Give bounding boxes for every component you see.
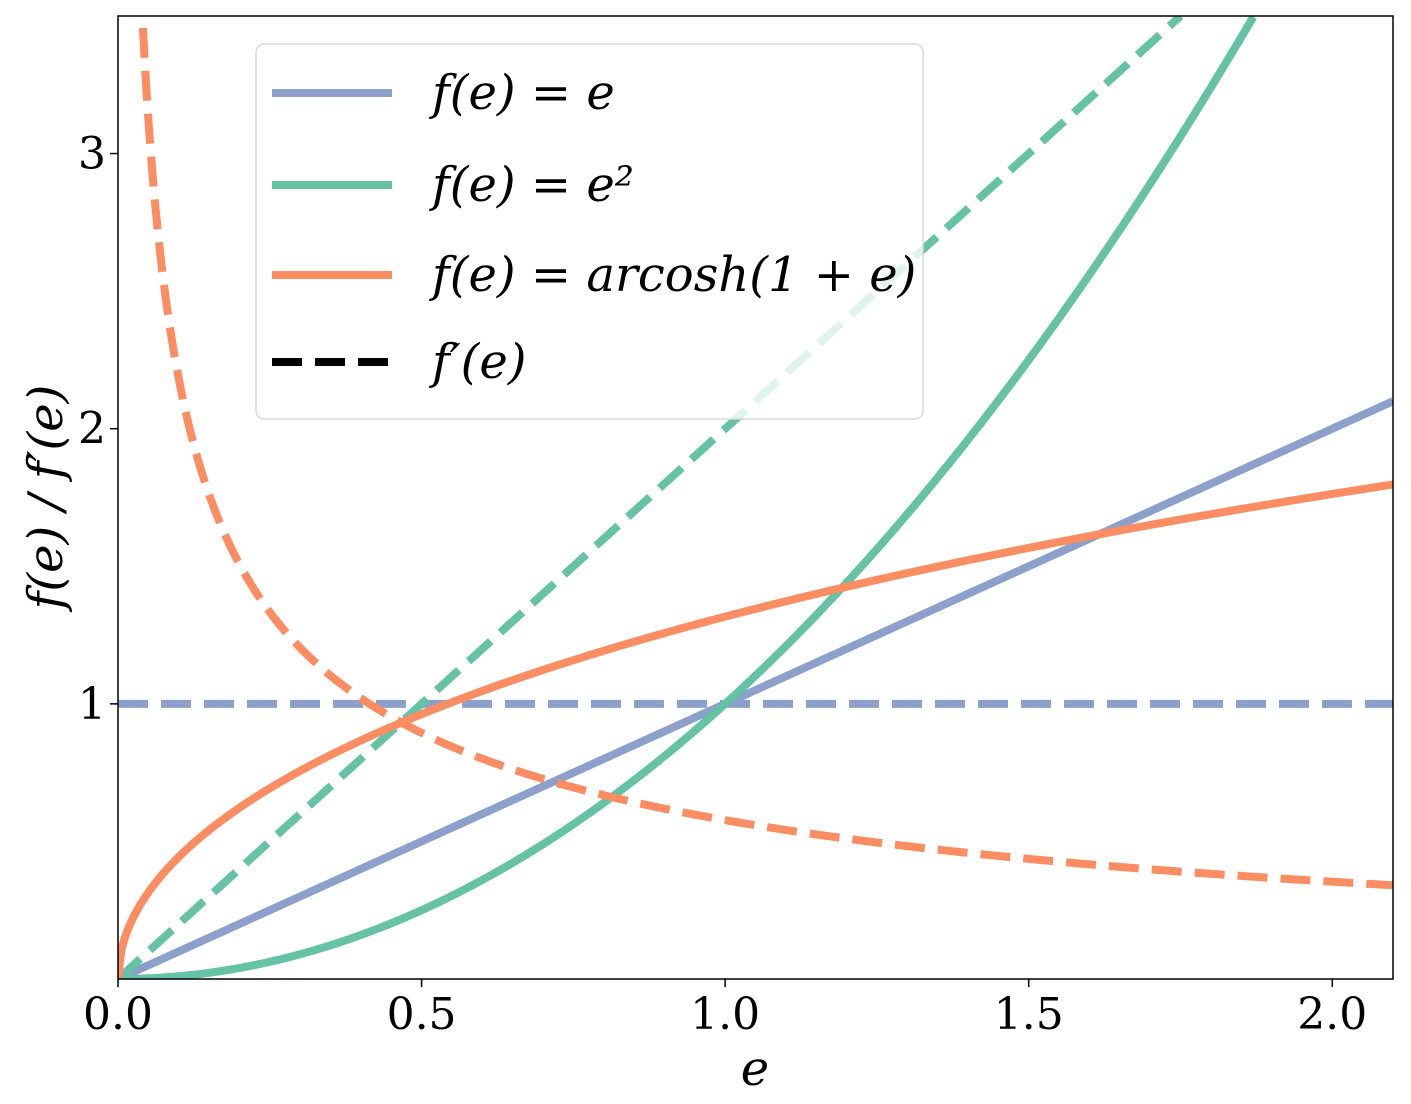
y-tick-label: 1 — [78, 679, 106, 730]
x-tick-label: 1.0 — [690, 989, 760, 1040]
series-line-1-function — [118, 397, 1393, 979]
x-tick-label: 0.5 — [387, 989, 457, 1040]
y-tick-label: 3 — [78, 129, 106, 180]
x-tick-label: 0.0 — [83, 989, 153, 1040]
legend-box — [255, 43, 924, 420]
y-tick-label: 2 — [78, 404, 106, 455]
x-axis-label: e — [741, 1041, 769, 1097]
x-tick-label: 1.5 — [994, 989, 1064, 1040]
plot-frame — [117, 15, 1394, 980]
series-line-6-derivative — [138, 27, 1393, 890]
series-layer — [118, 16, 1393, 979]
x-tick-label: 2.0 — [1297, 989, 1367, 1040]
ticks-layer: 0.0 0.5 1.0 1.5 2.0 1 2 3 — [78, 129, 1367, 1040]
series-line-5-function — [118, 480, 1393, 979]
legend: f(e) = e f(e) = e² f(e) = arcosh(1 + e) f′(… — [255, 43, 924, 420]
legend-label-4: f′(e) — [429, 334, 527, 390]
legend-label-1: f(e) = e — [429, 65, 615, 121]
series-line-3-function — [118, 16, 1257, 979]
y-axis-label: f(e) / f′(e) — [18, 385, 74, 613]
legend-label-2: f(e) = e² — [429, 157, 634, 213]
legend-label-3: f(e) = arcosh(1 + e) — [429, 247, 916, 303]
series-line-4-derivative — [118, 16, 1184, 979]
